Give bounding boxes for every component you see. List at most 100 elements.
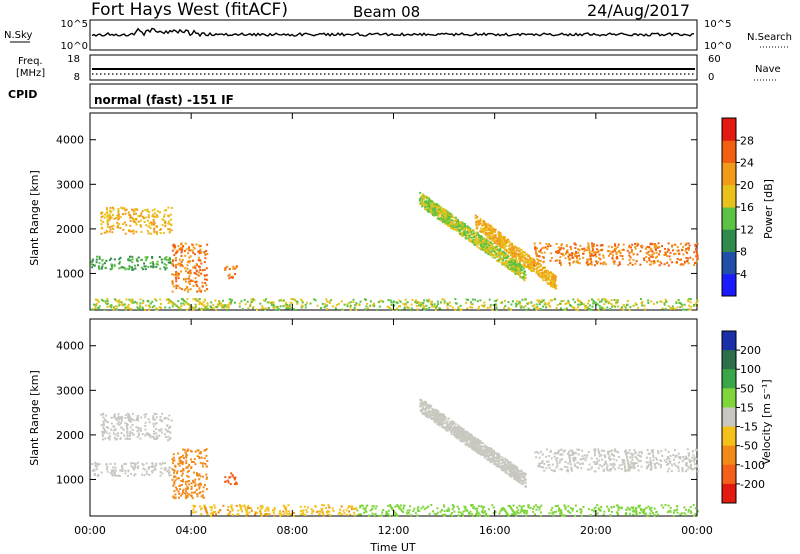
echo-cell xyxy=(419,301,421,304)
echo-cell xyxy=(484,251,487,254)
echo-cell xyxy=(694,507,697,510)
echo-cell xyxy=(663,254,666,256)
echo-cell xyxy=(454,302,457,305)
echo-cell xyxy=(695,260,698,263)
echo-cell xyxy=(549,271,552,274)
echo-cell xyxy=(133,220,136,223)
echo-cell xyxy=(427,300,430,303)
echo-cell xyxy=(183,457,185,460)
echo-cell xyxy=(194,281,197,284)
echo-cell xyxy=(491,504,494,507)
echo-cell xyxy=(443,216,446,219)
echo-cell xyxy=(282,510,285,513)
echo-cell xyxy=(115,419,118,422)
echo-cell xyxy=(535,508,538,511)
echo-cell xyxy=(425,197,428,200)
echo-cell xyxy=(233,476,236,479)
echo-cell xyxy=(187,246,190,249)
echo-cell xyxy=(480,238,483,241)
echo-cell xyxy=(211,506,213,509)
echo-cell xyxy=(522,482,525,485)
echo-cell xyxy=(183,303,186,306)
echo-cell xyxy=(227,274,230,277)
echo-cell xyxy=(646,245,649,248)
echo-cell xyxy=(436,507,439,510)
echo-cell xyxy=(495,252,498,255)
echo-cell xyxy=(473,232,476,235)
echo-cell xyxy=(482,442,484,445)
echo-cell xyxy=(429,200,432,203)
echo-cell xyxy=(140,231,143,233)
echo-cell xyxy=(175,284,178,287)
echo-cell xyxy=(495,308,498,311)
echo-cell xyxy=(91,463,94,466)
echo-cell xyxy=(372,302,375,305)
echo-cell xyxy=(490,250,493,253)
echo-cell xyxy=(483,242,486,245)
echo-cell xyxy=(186,470,189,473)
echo-cell xyxy=(210,301,213,304)
echo-cell xyxy=(503,256,506,259)
echo-cell xyxy=(172,264,175,267)
echo-cell xyxy=(130,462,133,465)
echo-cell xyxy=(693,304,696,307)
echo-cell xyxy=(451,213,454,216)
echo-cell xyxy=(448,219,451,222)
echo-cell xyxy=(131,429,134,431)
echo-cell xyxy=(204,484,206,487)
echo-cell xyxy=(612,304,615,307)
echo-cell xyxy=(521,271,523,274)
echo-cell xyxy=(503,248,506,251)
echo-cell xyxy=(533,304,536,307)
echo-cell xyxy=(457,225,460,228)
echo-cell xyxy=(179,248,181,251)
echo-cell xyxy=(205,249,208,252)
echo-cell xyxy=(442,212,445,215)
echo-cell xyxy=(160,302,162,305)
echo-cell xyxy=(528,255,531,258)
echo-cell xyxy=(144,259,147,262)
echo-cell xyxy=(200,456,203,459)
echo-cell xyxy=(134,464,136,467)
echo-cell xyxy=(178,492,181,495)
echo-cell xyxy=(167,298,170,301)
echo-cell xyxy=(102,421,105,424)
echo-cell xyxy=(523,262,526,265)
echo-cell xyxy=(643,257,645,260)
echo-cell xyxy=(167,435,170,438)
echo-cell xyxy=(519,256,522,259)
echo-cell xyxy=(567,255,570,258)
echo-cell xyxy=(551,285,554,288)
echo-cell xyxy=(394,505,397,508)
echo-cell xyxy=(449,421,452,424)
echo-cell xyxy=(471,514,474,517)
echo-cell xyxy=(353,514,356,517)
echo-cell xyxy=(565,252,567,255)
echo-cell xyxy=(486,451,489,454)
echo-cell xyxy=(159,307,162,309)
echo-cell xyxy=(468,445,471,448)
echo-cell xyxy=(167,430,170,433)
echo-cell xyxy=(325,298,328,301)
echo-cell xyxy=(434,308,437,311)
echo-cell xyxy=(497,237,500,240)
echo-cell xyxy=(614,244,617,247)
echo-cell xyxy=(486,223,488,226)
echo-cell xyxy=(190,272,192,275)
echo-cell xyxy=(443,510,446,513)
echo-cell xyxy=(185,459,188,462)
echo-cell xyxy=(143,468,146,471)
echo-cell xyxy=(676,511,679,514)
echo-cell xyxy=(131,258,134,261)
echo-cell xyxy=(199,245,202,248)
echo-cell xyxy=(473,449,476,452)
echo-cell xyxy=(610,251,613,254)
echo-cell xyxy=(198,244,201,247)
echo-cell xyxy=(515,514,518,517)
echo-cell xyxy=(502,244,505,247)
echo-cell xyxy=(372,505,375,508)
echo-cell xyxy=(195,488,198,491)
echo-cell xyxy=(615,299,618,302)
echo-cell xyxy=(686,251,688,254)
echo-cell xyxy=(245,508,247,511)
